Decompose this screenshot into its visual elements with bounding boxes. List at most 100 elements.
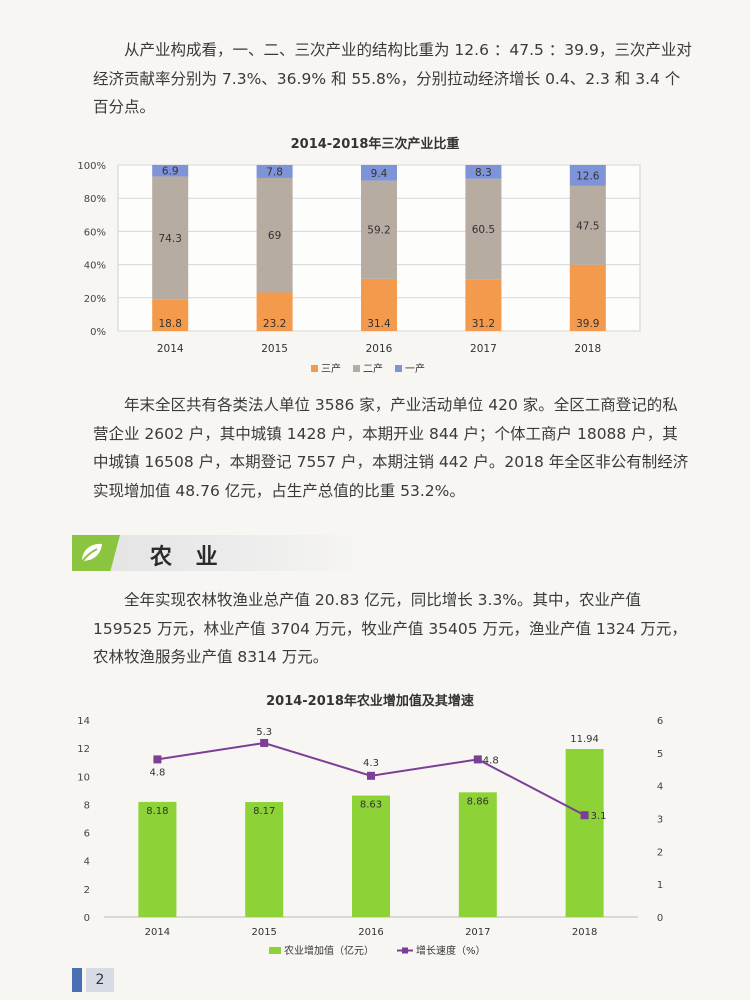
- bar-segment: [361, 278, 397, 331]
- x-tick-label: 2016: [358, 927, 383, 938]
- data-label: 60.5: [472, 224, 495, 236]
- legend-label: 三产: [321, 362, 341, 375]
- bar-data-label: 8.63: [360, 800, 382, 811]
- agri-growth-chart: 0246810121401234568.1820148.1720158.6320…: [77, 716, 663, 957]
- y-left-tick-label: 14: [77, 716, 90, 727]
- bar: [138, 801, 177, 917]
- x-tick-label: 2014: [145, 927, 170, 938]
- legend-label: 增长速度（%）: [416, 944, 486, 957]
- x-tick-label: 2018: [572, 927, 597, 938]
- bar-segment: [361, 165, 397, 181]
- data-label: 74.3: [159, 233, 182, 245]
- growth-marker: [367, 771, 375, 780]
- y-tick-label: 0%: [90, 327, 106, 338]
- bar-segment: [465, 178, 502, 280]
- y-left-tick-label: 8: [84, 800, 90, 811]
- y-tick-label: 60%: [84, 227, 106, 238]
- x-tick-label: 2016: [366, 343, 393, 355]
- y-right-tick-label: 0: [657, 913, 663, 924]
- y-left-tick-label: 6: [84, 829, 90, 840]
- industry-share-chart: 0% 20% 40% 60% 80% 100% 18.8 74.3 6.9 2014 23.2 69 7…: [77, 161, 641, 375]
- growth-marker: [473, 755, 482, 764]
- bar: [245, 802, 284, 917]
- x-tick-label: 2014: [157, 343, 184, 355]
- y-tick-label: 20%: [84, 294, 106, 305]
- bar-segment: [152, 299, 189, 331]
- paragraph-legal-units: 年末全区共有各类法人单位 3586 家，产业活动单位 420 家。全区工商登记的…: [93, 391, 693, 505]
- legend-swatch: [311, 365, 318, 372]
- y-right-tick-label: 3: [657, 815, 663, 826]
- line-data-label: 5.3: [256, 727, 272, 738]
- x-tick-label: 2018: [574, 343, 601, 355]
- x-tick-label: 2017: [465, 927, 490, 938]
- y-right-tick-label: 4: [657, 782, 663, 793]
- chart2-title: 2014-2018年农业增加值及其增速: [266, 694, 474, 709]
- data-label: 18.8: [159, 318, 182, 330]
- bar: [458, 792, 497, 917]
- bar-segment: [256, 292, 293, 331]
- data-label: 6.9: [162, 166, 179, 178]
- data-label: 9.4: [371, 168, 388, 180]
- page-tab-marker: [72, 968, 82, 992]
- bar-data-label: 8.86: [467, 796, 489, 807]
- leaf-icon: [72, 535, 120, 571]
- y-left-tick-label: 4: [84, 857, 90, 868]
- y-left-tick-label: 12: [77, 744, 90, 755]
- section-title: 农 业: [150, 545, 226, 570]
- bar-data-label: 11.94: [570, 734, 599, 745]
- legend-swatch: [395, 365, 402, 372]
- x-tick-label: 2015: [261, 343, 288, 355]
- growth-marker: [260, 738, 269, 747]
- paragraph-text: 从产业构成看，一、二、三次产业的结构比重为 12.6 ：47.5 ：39.9，三…: [93, 41, 692, 116]
- bar-segment: [256, 177, 293, 293]
- y-tick-label: 40%: [84, 261, 106, 272]
- data-label: 8.3: [475, 167, 492, 179]
- data-label: 23.2: [263, 318, 286, 330]
- bar: [565, 748, 604, 917]
- bar-segment: [569, 165, 606, 186]
- bar-segment: [361, 180, 397, 279]
- paragraph-text: 年末全区共有各类法人单位 3586 家，产业活动单位 420 家。全区工商登记的…: [93, 396, 689, 500]
- y-right-tick-label: 2: [657, 847, 663, 858]
- legend-label: 农业增加值（亿元）: [284, 944, 374, 957]
- bar-data-label: 8.18: [146, 806, 168, 817]
- bar-segment: [569, 264, 606, 331]
- y-tick-label: 100%: [77, 161, 106, 172]
- y-left-tick-label: 2: [84, 885, 90, 896]
- line-data-label: 4.3: [363, 758, 379, 769]
- y-right-tick-label: 1: [657, 880, 663, 891]
- bar-segment: [152, 165, 189, 177]
- y-tick-label: 80%: [84, 194, 106, 205]
- bar: [352, 795, 390, 917]
- paragraph-text: 全年实现农林牧渔业总产值 20.83 亿元，同比增长 3.3%。其中，农业产值 …: [93, 591, 687, 666]
- x-tick-label: 2017: [470, 343, 497, 355]
- bar-segment: [465, 165, 502, 179]
- growth-marker: [580, 811, 589, 820]
- bar-segment: [569, 185, 606, 265]
- paragraph-industry-structure: 从产业构成看，一、二、三次产业的结构比重为 12.6 ：47.5 ：39.9，三…: [93, 36, 693, 122]
- legend-label: 二产: [363, 362, 383, 375]
- chart1-title: 2014-2018年三次产业比重: [290, 137, 460, 152]
- line-data-label: 3.1: [591, 811, 607, 822]
- legend-swatch-bar: [269, 947, 281, 954]
- paragraph-agriculture: 全年实现农林牧渔业总产值 20.83 亿元，同比增长 3.3%。其中，农业产值 …: [93, 586, 693, 672]
- data-label: 39.9: [576, 318, 599, 330]
- line-data-label: 4.8: [483, 755, 499, 766]
- data-label: 12.6: [576, 170, 600, 182]
- y-left-tick-label: 0: [84, 913, 90, 924]
- data-label: 69: [268, 230, 281, 242]
- section-header-bar: [72, 535, 372, 571]
- bar-segment: [152, 176, 189, 300]
- y-left-tick-label: 10: [77, 772, 90, 783]
- x-tick-label: 2015: [251, 927, 276, 938]
- legend-swatch-marker: [402, 947, 408, 954]
- line-data-label: 4.8: [149, 767, 165, 778]
- bar-data-label: 8.17: [253, 806, 275, 817]
- legend-label: 一产: [405, 362, 425, 375]
- data-label: 7.8: [266, 166, 283, 178]
- page-number: 2: [86, 968, 114, 992]
- data-label: 31.4: [367, 318, 391, 330]
- legend-swatch: [353, 365, 360, 372]
- growth-marker: [153, 755, 162, 764]
- data-label: 59.2: [367, 225, 390, 237]
